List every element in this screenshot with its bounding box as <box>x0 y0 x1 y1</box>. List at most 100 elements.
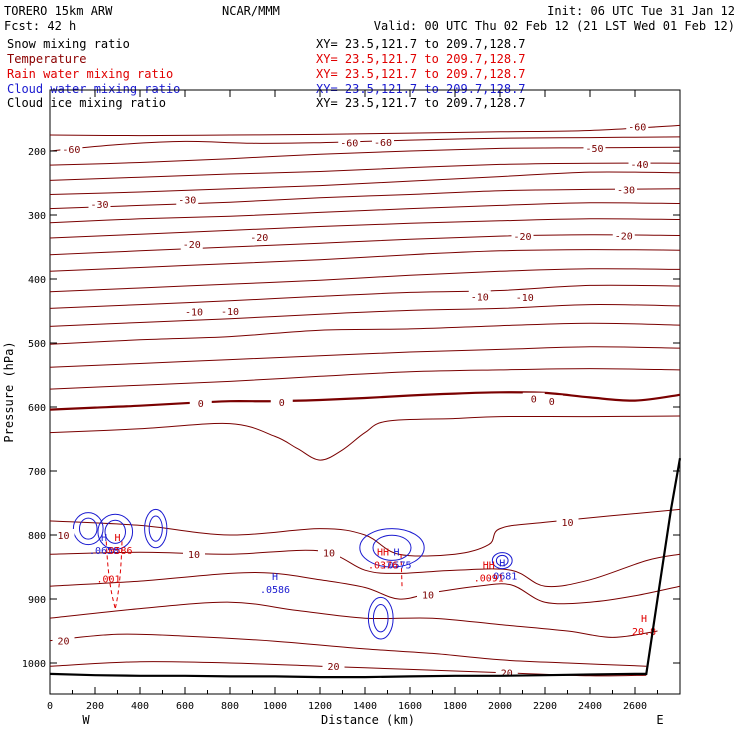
contour-label-bg <box>612 229 635 242</box>
contour-label: -30 <box>90 200 108 211</box>
contour-label-bg <box>180 237 203 250</box>
contour-label-bg <box>270 395 293 408</box>
rain-dashed-contour <box>400 554 403 590</box>
contour-label-bg <box>372 136 394 149</box>
field-xy-snow: XY= 23.5,121.7 to 209.7,128.7 <box>316 37 526 51</box>
y-tick-label: 1000 <box>22 659 46 670</box>
rain-max-marker: HH <box>377 548 389 559</box>
contour-label: 10 <box>57 531 69 542</box>
contour-label-bg <box>52 634 75 647</box>
contour-label: -40 <box>630 160 648 171</box>
x-tick-label: 1000 <box>263 701 287 712</box>
contour-label-bg <box>60 143 83 156</box>
plot-frame <box>49 89 681 695</box>
contour-label: -20 <box>615 231 633 242</box>
isotherm-line <box>49 368 681 390</box>
rain-max-value: .001 <box>96 575 120 586</box>
contour-label-bg <box>556 516 579 529</box>
contour-label: -10 <box>185 308 203 319</box>
rain-max-value: .0091 <box>474 573 504 584</box>
contour-label-bg <box>189 397 212 410</box>
contour-label-bg <box>583 141 606 154</box>
contour-label: -10 <box>471 292 489 303</box>
contour-label: 20 <box>327 662 339 673</box>
contour-label: -60 <box>340 139 358 150</box>
cloud-water-cell <box>359 528 425 568</box>
terrain-line <box>49 458 682 679</box>
field-xy-cloud-water: XY= 23.5,121.7 to 209.7,128.7 <box>316 82 526 96</box>
cloud-cell-layer <box>72 508 513 640</box>
contour-label-bg <box>513 290 536 303</box>
y-tick-label: 300 <box>28 211 46 222</box>
contour-label-bg <box>628 157 651 170</box>
contour-label: 10 <box>422 591 434 602</box>
contour-label-bg <box>511 230 534 243</box>
rain-dashed-contour <box>105 541 116 609</box>
contour-label: 20 <box>501 669 513 680</box>
x-tick-label: 1200 <box>308 701 332 712</box>
contour-label: -20 <box>250 233 268 244</box>
isotherm-line <box>49 268 681 293</box>
contour-label-layer: -60 -60 -60 -60 -50 -40 -30 -30 -30 -20 -20 -20 -20 -… <box>52 120 656 680</box>
init-time: Init: 06 UTC Tue 31 Jan 12 <box>547 4 735 18</box>
y-tick-label: 500 <box>28 339 46 350</box>
contour-label-bg <box>183 305 205 318</box>
x-tick-label: 0 <box>47 701 53 712</box>
contour-label-bg <box>52 529 75 541</box>
contour-label-bg <box>522 392 545 405</box>
org-label: NCAR/MMM <box>222 4 280 18</box>
isotherm-line <box>49 249 681 272</box>
cloud-water-max-marker: H <box>393 548 399 559</box>
cloud-water-cell <box>367 596 394 640</box>
isotherm-line <box>49 572 681 605</box>
axes-layer: 0 200 400 600 800 1000 1200 1400 1600 1800 2000 220… <box>22 90 680 712</box>
isotherm-line <box>49 202 681 224</box>
cloud-water-max-value: .0575 <box>381 561 411 572</box>
cloud-water-cell <box>72 512 104 546</box>
contour-label: 10 <box>188 550 200 561</box>
isotherm-line <box>49 346 681 368</box>
field-label-cloud-water: Cloud water mixing ratio <box>7 82 180 96</box>
isotherm-line <box>49 508 681 557</box>
field-label-temperature: Temperature <box>7 52 86 66</box>
isotherm-line <box>49 304 681 327</box>
forecast-hour: Fcst: 42 h <box>4 19 76 33</box>
contour-label: -10 <box>516 293 534 304</box>
field-legend: Snow mixing ratio Temperature Rain water… <box>7 37 526 110</box>
x-tick-label: 2200 <box>533 701 557 712</box>
y-tick-label: 600 <box>28 403 46 414</box>
contour-label: 0 <box>198 399 204 410</box>
cloud-water-max-value: .0586 <box>260 585 290 596</box>
contour-label-bg <box>338 136 361 149</box>
rain-max-marker: H <box>114 533 120 544</box>
valid-time: Valid: 00 UTC Thu 02 Feb 12 (21 LST Wed … <box>374 19 735 33</box>
rain-max-marker: HH <box>483 560 495 571</box>
contour-label: 0 <box>549 397 555 408</box>
field-label-cloud-ice: Cloud ice mixing ratio <box>7 96 166 110</box>
contour-label: 0 <box>279 398 285 409</box>
field-label-snow: Snow mixing ratio <box>7 37 130 51</box>
contour-label: -30 <box>617 185 635 196</box>
contour-label-bg <box>468 290 491 303</box>
x-tick-label: 2400 <box>578 701 602 712</box>
x-tick-label: 600 <box>176 701 194 712</box>
cloud-water-max-value: .0681 <box>487 571 517 582</box>
contour-label-bg <box>176 193 199 206</box>
y-tick-label: 400 <box>28 275 46 286</box>
isotherm-line <box>49 391 681 411</box>
isotherm-line <box>49 284 681 309</box>
isotherm-line <box>49 601 658 638</box>
y-tick-label: 200 <box>28 147 46 158</box>
contour-label: -10 <box>221 307 239 318</box>
y-tick-label: 900 <box>28 595 46 606</box>
contour-label: -50 <box>585 144 603 155</box>
contour-label-bg <box>626 120 649 133</box>
contour-label: -20 <box>183 240 201 251</box>
contour-label-bg <box>248 230 271 243</box>
x-axis-label: Distance (km) <box>321 713 415 727</box>
isotherm-line <box>49 661 647 677</box>
contour-label: 10 <box>561 518 573 529</box>
contour-label-bg <box>417 588 439 601</box>
cloud-water-cell-inner <box>148 515 163 542</box>
